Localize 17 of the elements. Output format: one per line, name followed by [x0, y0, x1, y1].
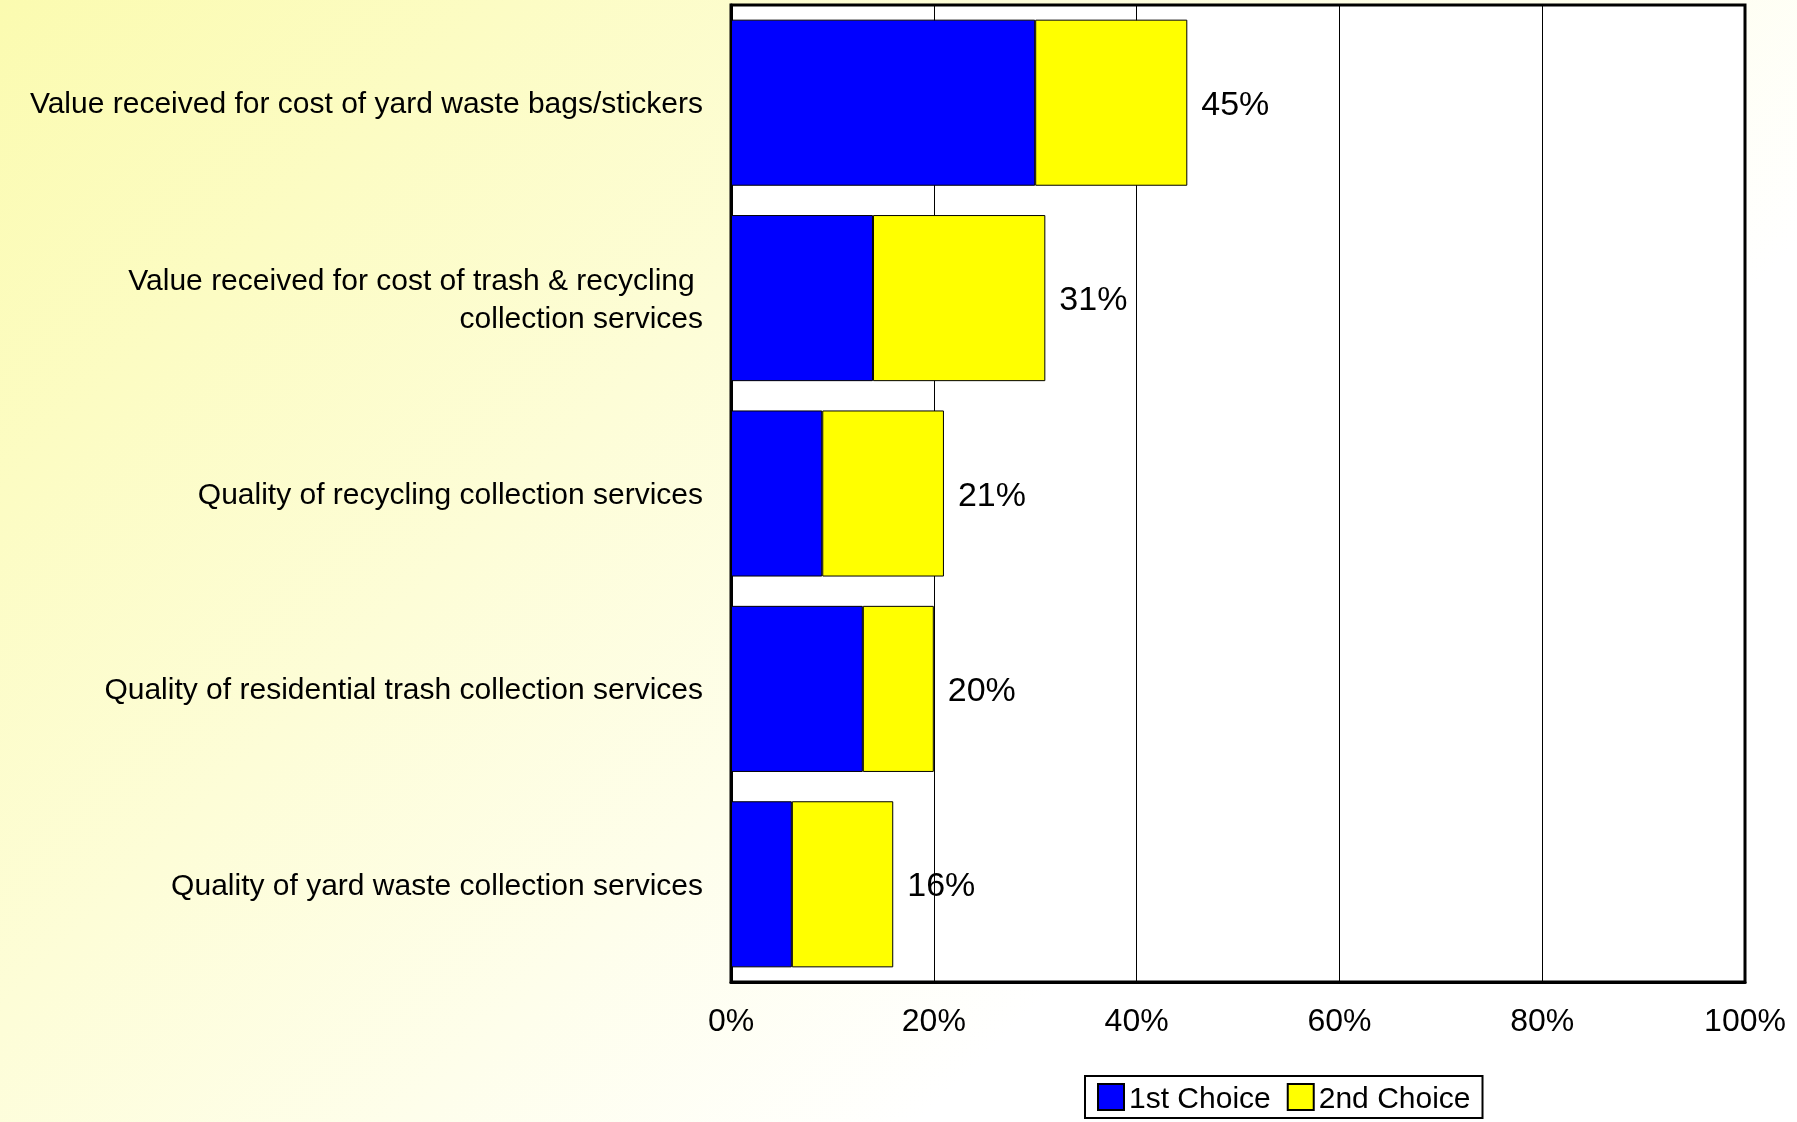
- total-label: 31%: [1059, 279, 1128, 318]
- x-tick-label: 0%: [707, 1002, 755, 1038]
- x-tick-label: 60%: [1307, 1002, 1372, 1038]
- x-tick-label: 40%: [1104, 1002, 1169, 1038]
- x-tick-label: 80%: [1510, 1002, 1575, 1038]
- y-tick-label: Quality of recycling collection services: [197, 477, 703, 510]
- y-tick-label: Value received for cost of trash & recycling collection services: [128, 262, 703, 334]
- legend-label: 1st Choice: [1129, 1080, 1271, 1114]
- x-tick-label: 100%: [1704, 1002, 1786, 1038]
- y-tick-label: Value received for cost of yard waste bags/stickers: [29, 86, 703, 120]
- total-label: 20%: [947, 669, 1016, 708]
- x-tick-label: 20%: [901, 1002, 966, 1038]
- y-tick-label: Quality of residential trash collection services: [104, 672, 703, 706]
- y-tick-label: Quality of yard waste collection services: [171, 867, 703, 901]
- total-label: 21%: [957, 474, 1026, 513]
- legend-label: 2nd Choice: [1318, 1080, 1471, 1114]
- total-label: 45%: [1201, 83, 1270, 122]
